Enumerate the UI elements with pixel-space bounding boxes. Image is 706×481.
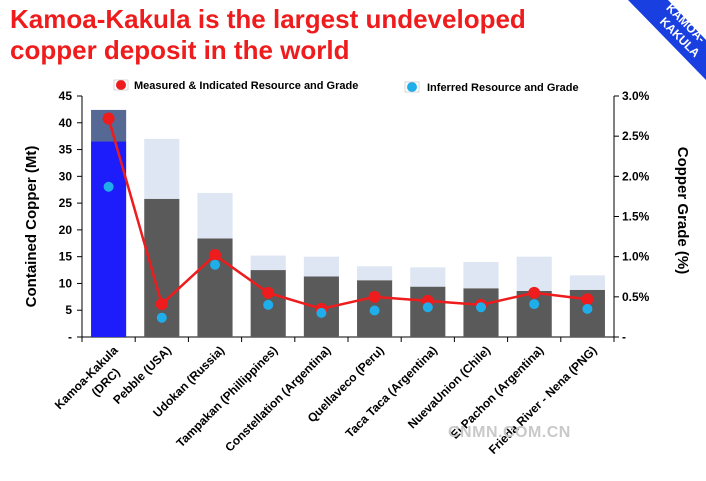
category-label: Taca Taca (Argentina) [343, 343, 440, 440]
bar-inferred [463, 262, 499, 289]
watermark-text: CNMN.COM.CN [448, 424, 571, 441]
grade-point-mi [368, 290, 381, 303]
grade-point-inferred [582, 303, 593, 314]
y-tick-label: 30 [59, 169, 73, 183]
y2-axis-title: Copper Grade (%) [674, 147, 691, 275]
legend-swatch-inferred [404, 81, 420, 93]
grade-point-inferred [316, 307, 327, 318]
bar-inferred [357, 266, 393, 281]
legend-marker-mi [116, 80, 126, 90]
y2-tick-label: 2.5% [622, 129, 650, 143]
grade-point-mi [262, 286, 275, 299]
legend-label-inferred: Inferred Resource and Grade [427, 82, 579, 94]
corner-banner-shape [628, 0, 706, 80]
bar-mi [91, 141, 127, 337]
y2-tick-label: 1.5% [622, 210, 650, 224]
y-tick-label: 25 [59, 196, 73, 210]
grade-point-mi [209, 249, 221, 262]
bar-inferred [569, 275, 605, 290]
bar-mi [463, 288, 499, 337]
y2-tick-label: 2.0% [622, 169, 650, 183]
y-tick-label: 5 [65, 303, 72, 317]
y2-tick-label: 0.5% [622, 290, 650, 304]
y-axis-title: Contained Copper (Mt) [23, 146, 40, 308]
legend-marker-inferred [407, 82, 417, 92]
title-line-2: copper deposit in the world [10, 35, 350, 65]
legend-label-mi: Measured & Indicated Resource and Grade [134, 80, 358, 92]
page-title: Kamoa-Kakula is the largest undeveloped … [10, 4, 526, 66]
y2-tick-label: 1.0% [622, 250, 650, 264]
grade-point-inferred [103, 181, 114, 192]
y-tick-label: 10 [59, 276, 73, 290]
grade-line-mi [107, 118, 588, 311]
grade-point-inferred [529, 299, 540, 310]
y-tick-label: - [68, 330, 72, 344]
category-label: Tampakan (Phillippines) [173, 343, 280, 450]
grade-point-mi [528, 286, 541, 299]
y-tick-label: 40 [59, 116, 73, 130]
y-tick-label: 20 [59, 223, 73, 237]
grade-point-inferred [263, 299, 274, 310]
grade-point-inferred [210, 259, 220, 270]
y2-tick-label: 3.0% [622, 89, 650, 103]
bar-inferred [250, 255, 286, 271]
legend-swatch-mi [113, 79, 129, 91]
grade-point-inferred [156, 312, 167, 323]
grade-point-mi [581, 293, 594, 306]
title-line-1: Kamoa-Kakula is the largest undeveloped [10, 4, 526, 34]
grade-point-mi [155, 298, 168, 311]
bar-inferred [197, 192, 233, 239]
category-label: Constellation (Argentina) [222, 343, 333, 454]
grade-point-inferred [369, 305, 380, 316]
y2-tick-label: - [622, 330, 626, 344]
y-tick-label: 45 [59, 89, 73, 103]
grade-point-inferred [422, 302, 433, 313]
y-tick-label: 15 [59, 250, 73, 264]
bar-inferred [303, 256, 339, 277]
grade-point-inferred [476, 302, 486, 313]
y-tick-label: 35 [59, 143, 73, 157]
bar-inferred [516, 256, 552, 291]
grade-point-mi [102, 112, 115, 125]
bar-inferred [410, 267, 446, 287]
corner-banner: KAMOA- KAKULA [628, 0, 706, 80]
bar-inferred [144, 138, 180, 199]
